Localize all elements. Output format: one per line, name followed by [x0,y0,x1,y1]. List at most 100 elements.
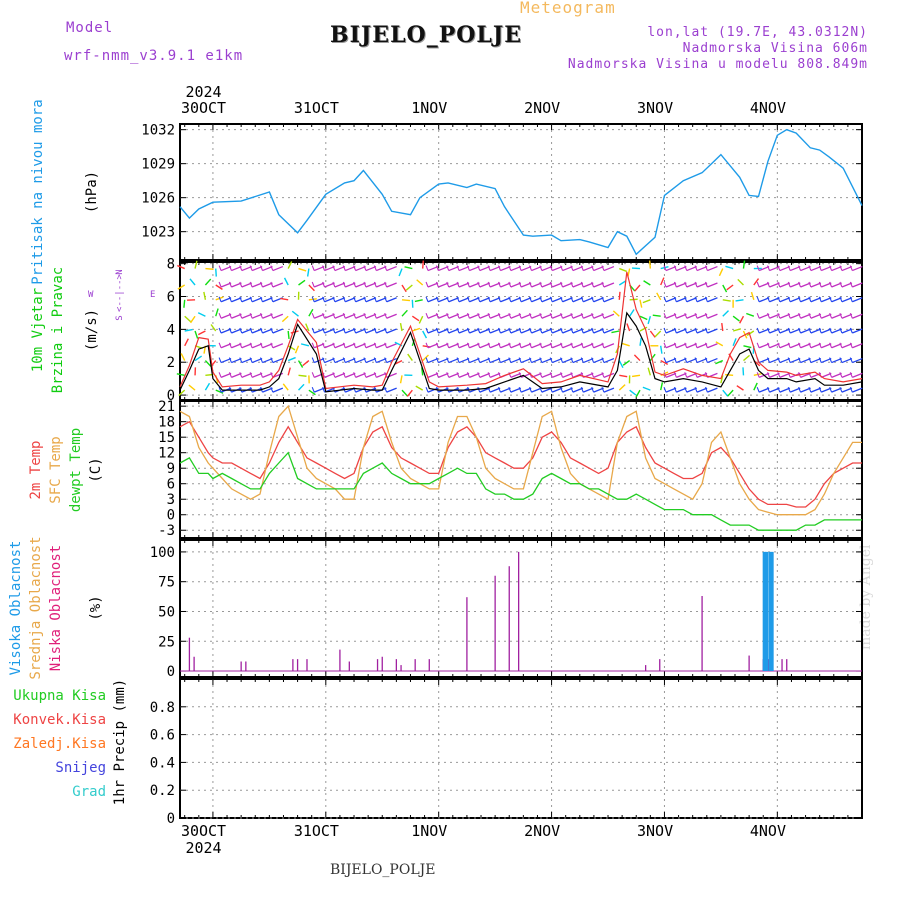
wind-arrow [262,387,273,393]
wind-arrow [818,313,822,319]
wind-arrow [849,265,853,271]
wind-arrow [663,296,667,302]
wind-arrow [228,296,232,302]
wind-arrow [425,281,429,288]
wind-arrow [726,284,734,291]
wind-arrow [829,327,833,334]
wind-arrow [560,281,564,288]
wind-arrow [603,387,615,393]
wind-arrow [756,281,760,288]
wind-arrow [572,313,584,319]
wind-arrow [500,313,511,319]
wind-arrow [818,281,822,288]
wind-arrow [831,343,842,349]
wind-arrow [665,265,677,272]
wind-arrow [518,296,522,302]
wind-arrow [384,342,388,348]
wind-arrow [580,296,584,302]
compass-axis: <--|--> [115,273,125,312]
wind-arrow [500,297,511,303]
wind-arrow [508,342,512,348]
wind-arrow [414,299,423,303]
wind-arrow [603,282,615,288]
wind-arrow [334,372,346,378]
wind-arrow [660,359,669,365]
wind-arrow [384,313,388,319]
wind-arrow [686,343,697,349]
precip-legend-item: Snijeg [55,760,106,776]
wind-arrow [241,313,253,319]
wind-arrow [715,341,724,347]
wind-arrow [743,354,751,362]
wind-arrow [704,265,708,271]
date-label-bottom: 1NOV [411,822,447,840]
date-label-top: 31OCT [294,99,339,117]
wind-arrow [739,315,745,324]
wind-arrow [810,372,822,378]
wind-arrow [376,297,387,303]
wind-tick-label: 6 [167,290,175,306]
wind-arrow [821,313,832,319]
wind-arrow [551,282,563,288]
wind-arrow [184,315,192,323]
wind-arrow [197,312,206,317]
wind-arrow [215,308,219,317]
wind-arrow [345,357,356,364]
wind-arrow [676,372,687,378]
wind-arrow [272,265,284,272]
wind-arrow [591,372,595,378]
wind-arrow [384,386,388,393]
temp-tick-label: 21 [158,399,175,415]
wind-arrow [808,327,812,334]
wind-arrow [386,297,397,303]
wind-arrow [355,313,366,319]
wind-arrow [798,386,802,393]
wind-arrow [332,342,336,348]
wind-arrow [551,313,563,319]
wind-arrow [551,328,563,334]
wind-arrow [541,372,553,378]
wind-arrow [520,297,532,303]
precip-tick-label: 0.8 [150,700,175,716]
wind-arrow [686,282,697,288]
wind-arrow [497,342,501,348]
wind-arrow [239,265,243,271]
wind-arrow [541,343,553,349]
wind-arrow [696,343,708,349]
wind-arrow [415,385,424,391]
wind-arrow [732,315,740,322]
wind-arrow [425,265,429,271]
wind-arrow [287,330,290,340]
wind-arrow [665,297,677,303]
wind-arrow [334,328,346,334]
wind-arrow [647,316,652,325]
wind-arrow [694,313,698,319]
wind-arrow [220,343,232,349]
wind-arrow [572,297,584,303]
wind-arrow [725,373,734,377]
wind-arrow [458,357,470,364]
wind-arrow [438,357,449,364]
wind-arrow [849,386,853,393]
wind-arrow [686,357,697,364]
wind-arrow [497,357,501,363]
wind-arrow [416,279,424,286]
wind-arrow [510,387,522,393]
wind-arrow [401,284,407,293]
wind-arrow [562,282,573,288]
wind-arrow [251,313,263,319]
wind-arrow [684,313,688,319]
wind-arrow [477,296,481,302]
wind-arrow [593,282,604,288]
wind-arrow [322,296,326,302]
wind-arrow [808,313,812,319]
wind-arrow [251,282,263,288]
wind-arrow [345,328,356,334]
panel-frame-pressure [179,123,863,261]
wind-arrow [570,281,574,288]
wind-arrow [707,387,718,393]
wind-arrow [384,265,388,271]
wind-arrow [779,265,791,272]
wind-arrow [758,387,770,393]
wind-arrow [458,265,470,272]
